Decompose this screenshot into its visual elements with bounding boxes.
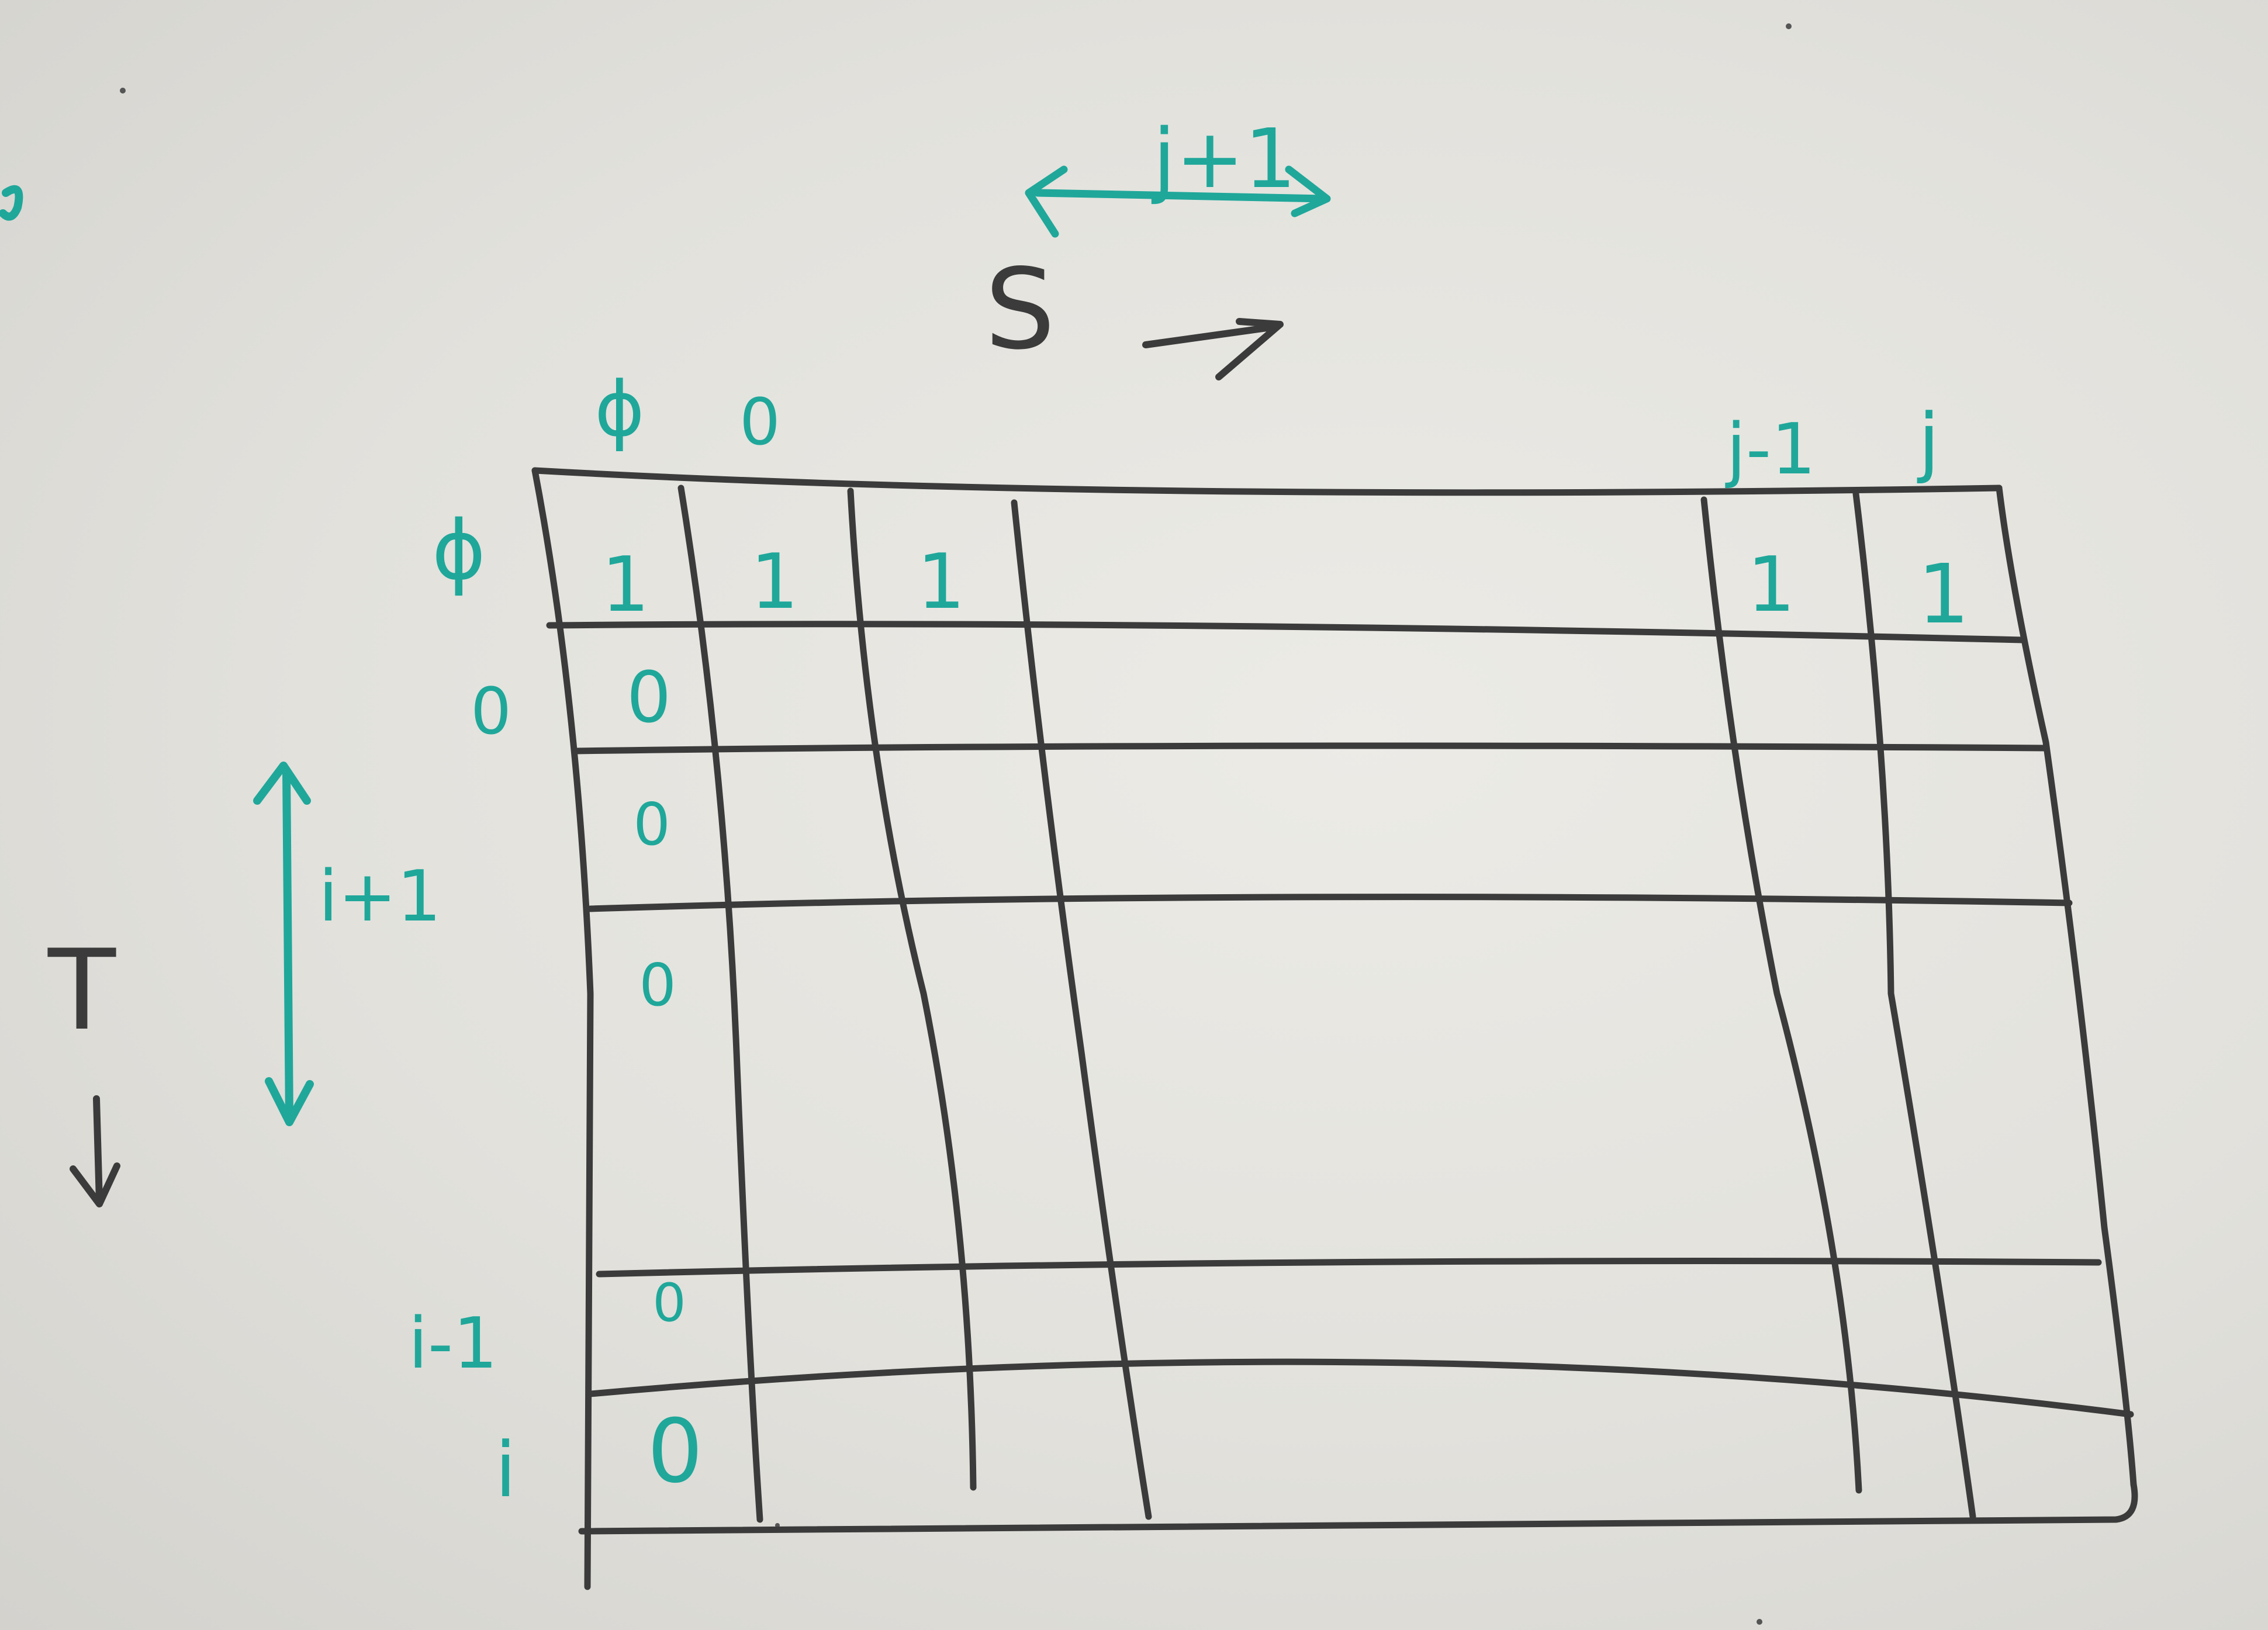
row-header-0: 0 [471, 674, 511, 749]
row-header-i: i [495, 1425, 516, 1514]
row-header-i-1: i-1 [409, 1303, 498, 1385]
top-double-arrow-icon [1025, 165, 1331, 238]
grid-hline-3 [587, 894, 2073, 912]
cell-row3-col0: 0 [639, 951, 676, 1019]
grid-vline-j [1852, 490, 1976, 1520]
cell-row0-col2: 1 [917, 537, 966, 626]
t-arrow-icon [70, 1095, 120, 1207]
first-row-cells: 1 1 1 1 1 [601, 537, 1970, 642]
grid-vline-3 [1011, 499, 1152, 1520]
board-smudges [0, 23, 1792, 1625]
grid-hline-2 [572, 742, 2049, 755]
first-col-cells: 0 0 0 0 0 [627, 657, 703, 1503]
cell-row0-col1: 1 [751, 537, 799, 626]
cell-row-i-1-col0: 0 [652, 1272, 686, 1334]
grid-vline-1 [677, 484, 763, 1523]
col-headers: ϕ 0 j-1 j [594, 365, 1939, 490]
cell-row1-col0: 0 [627, 657, 671, 739]
grid-vline-2 [847, 487, 977, 1491]
dp-grid [531, 467, 2138, 1590]
col-header-j: j [1917, 397, 1939, 486]
s-arrow-icon [1142, 318, 1284, 380]
t-label: T [47, 926, 116, 1055]
col-header-j-1: j-1 [1725, 409, 1816, 490]
top-arrow-label: j+1 [1151, 112, 1296, 207]
cell-row2-col0: 0 [633, 790, 670, 859]
cell-row0-col-j: 1 [1917, 547, 1969, 642]
grid-hline-bottom [578, 1481, 2138, 1535]
cell-row-i-col0: 0 [647, 1401, 703, 1503]
grid-hline-5 [587, 1358, 2134, 1418]
s-label: S [985, 245, 1056, 374]
cell-row0-col-j-1: 1 [1747, 540, 1796, 629]
left-arrow-label: i+1 [319, 856, 441, 937]
grid-vline-left [531, 467, 594, 1590]
grid-hline-top [531, 467, 2003, 496]
grid-vline-right [1996, 484, 2137, 1488]
row-header-phi: ϕ [432, 503, 486, 598]
cell-row0-col0: 1 [601, 540, 650, 629]
col-header-phi: ϕ [594, 365, 645, 454]
col-header-0: 0 [739, 385, 780, 459]
left-double-arrow-icon [253, 762, 314, 1126]
grid-vline-j-1 [1700, 496, 1862, 1494]
grid-hline-4 [596, 1258, 2102, 1278]
grid-hline-1 [546, 621, 2026, 643]
row-headers: ϕ 0 i-1 i [409, 503, 517, 1514]
